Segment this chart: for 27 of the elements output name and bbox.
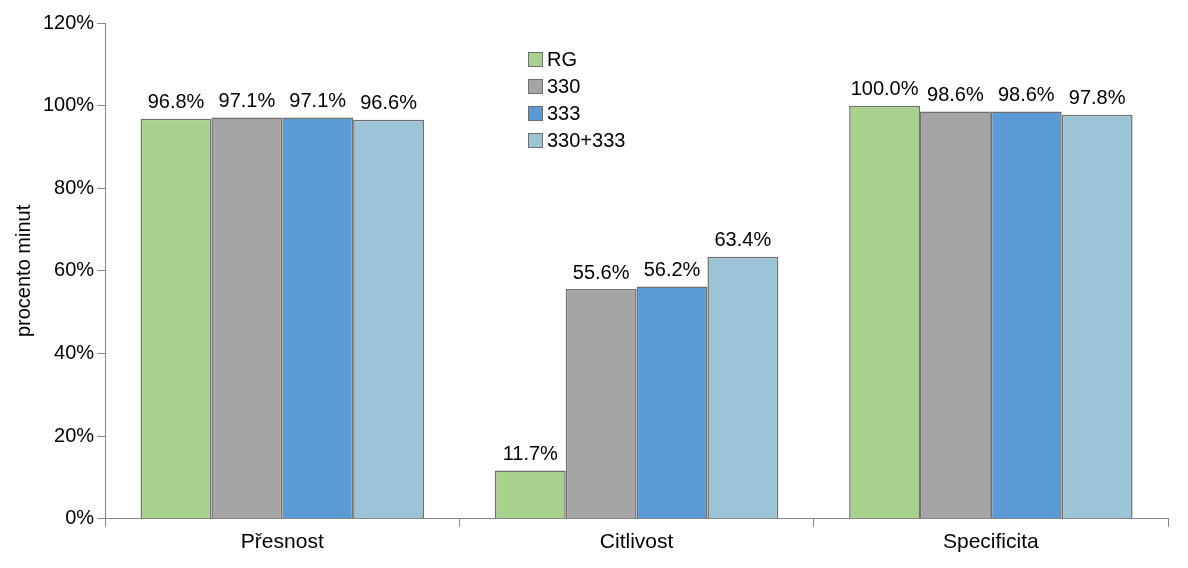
data-label: 63.4% [714,228,772,251]
legend-label: 333 [547,102,581,125]
data-label: 11.7% [502,441,559,464]
x-tick-label: Přesnost [240,529,324,553]
data-label: 98.6% [927,82,984,105]
data-label: 55.6% [572,260,630,283]
legend-label: RG [547,48,577,71]
y-tick-label: 120% [43,10,95,33]
data-label: 97.8% [1068,86,1126,109]
data-label: 100.0% [850,77,919,100]
x-tick-label: Citlivost [599,529,674,553]
data-label: 97.1% [289,89,347,112]
y-tick-label: 100% [43,93,95,116]
data-label: 98.6% [997,82,1055,105]
y-tick-label: 80% [54,175,95,198]
legend-label: 330+333 [547,129,626,152]
y-tick-label: 40% [54,341,95,364]
data-label: 97.1% [218,89,276,112]
y-tick-label: 0% [65,506,95,529]
legend-label: 330 [547,75,581,98]
data-label: 96.8% [147,90,205,113]
data-label: 56.2% [643,258,701,281]
y-tick-label: 20% [54,423,95,446]
data-label: 96.6% [360,91,418,114]
y-axis-title: procento minut [11,204,34,338]
y-tick-label: 60% [54,258,95,281]
x-tick-label: Specificita [943,529,1040,553]
